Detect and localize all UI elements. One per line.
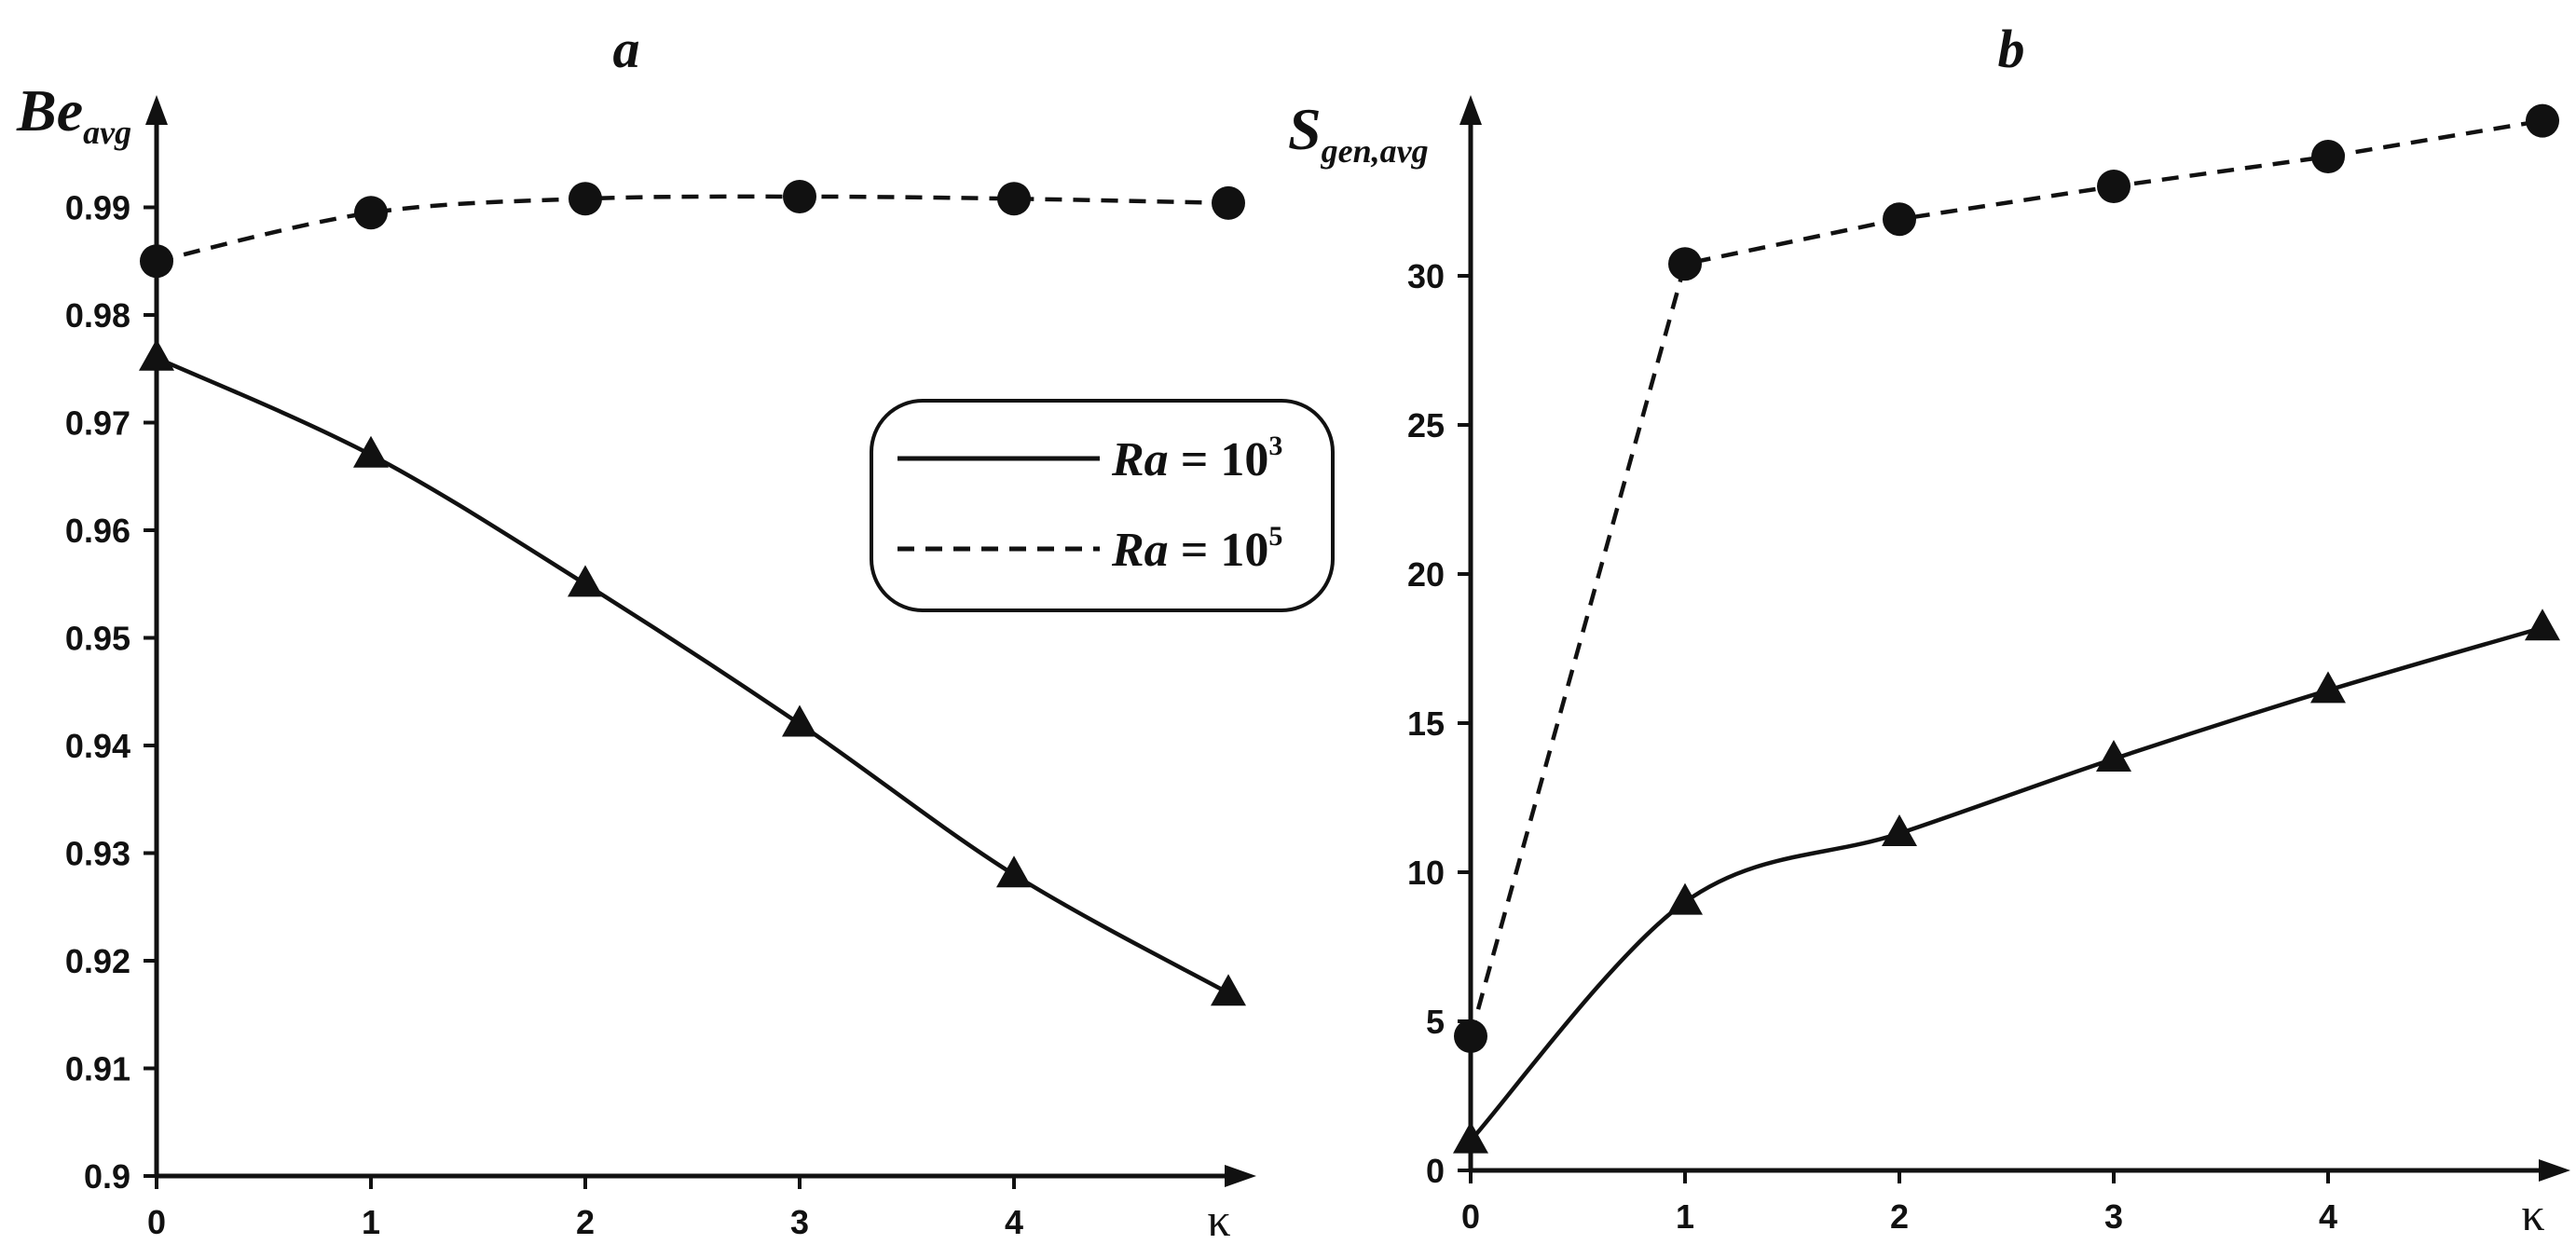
series-line-solid: [1469, 625, 2543, 1142]
data-point-triangle: [1667, 882, 1703, 915]
series-line-dashed: [1468, 118, 2543, 1037]
x-tick-label: 1: [362, 1203, 380, 1241]
data-point-triangle: [2525, 608, 2560, 641]
y-tick-label: 15: [1407, 704, 1445, 743]
y-tick-label: 0.98: [65, 296, 130, 335]
data-point-triangle: [996, 855, 1032, 888]
x-tick-label: 0: [147, 1203, 166, 1241]
legend-label-eq: = 10: [1169, 433, 1269, 486]
y-axis-label-sub: avg: [83, 114, 131, 151]
legend-label: Ra = 105: [1111, 521, 1282, 577]
x-axis-arrow: [1225, 1165, 1256, 1187]
y-tick-label: 0.91: [65, 1050, 130, 1088]
legend-label-prefix: Ra: [1111, 524, 1169, 577]
data-point-circle: [1668, 247, 1702, 281]
x-tick-label: 2: [576, 1203, 595, 1241]
y-tick-label: 0: [1426, 1152, 1445, 1190]
data-point-circle: [354, 196, 388, 230]
series-line-solid: [156, 356, 1230, 995]
data-point-triangle: [782, 704, 817, 737]
data-point-circle: [2097, 170, 2131, 203]
x-tick-label: 4: [1005, 1203, 1023, 1241]
data-point-circle: [140, 244, 173, 279]
data-point-circle: [1212, 185, 1245, 220]
y-axis-label: Sgen,avg: [1288, 96, 1429, 170]
y-tick-label: 0.97: [65, 404, 130, 443]
y-axis-label: Beavg: [16, 77, 131, 151]
legend-box: [870, 399, 1335, 612]
legend-label-eq: = 10: [1169, 524, 1269, 577]
data-point-triangle: [1211, 974, 1246, 1006]
data-point-circle: [1883, 202, 1916, 237]
data-point-triangle: [2310, 671, 2346, 704]
y-axis-label-main: Be: [16, 77, 83, 144]
data-point-triangle: [139, 338, 174, 371]
data-point-circle: [2526, 103, 2559, 138]
data-point-triangle: [568, 565, 603, 597]
y-axis-arrow: [1459, 95, 1482, 125]
x-axis-arrow: [2539, 1159, 2570, 1182]
data-point-triangle: [2096, 740, 2131, 772]
x-tick-label: 3: [790, 1203, 809, 1241]
y-axis-label-main: S: [1288, 96, 1322, 162]
x-axis-label: κ: [1207, 1194, 1230, 1246]
legend-label: Ra = 103: [1111, 431, 1282, 486]
x-tick-label: 4: [2319, 1197, 2337, 1236]
x-tick-label: 2: [1890, 1197, 1909, 1236]
data-point-triangle: [1453, 1121, 1488, 1154]
x-tick-label: 3: [2104, 1197, 2123, 1236]
y-tick-label: 0.9: [84, 1157, 130, 1196]
chart-b: b Sgen,avg 0 5 10 15 20 25 30 0 1 2 3 4 κ: [1288, 19, 2570, 1240]
y-tick-label: 0.96: [65, 512, 130, 550]
chart-title: b: [1998, 19, 2025, 79]
y-axis-label-sub: gen,avg: [1321, 132, 1429, 170]
y-tick-label: 0.99: [65, 189, 130, 227]
legend-label-sup: 3: [1268, 431, 1282, 461]
data-point-triangle: [353, 435, 389, 468]
x-axis-label: κ: [2521, 1188, 2544, 1240]
y-axis-arrow: [145, 95, 168, 125]
y-tick-label: 0.95: [65, 620, 130, 658]
x-tick-label: 1: [1676, 1197, 1694, 1236]
data-point-triangle: [1882, 814, 1917, 846]
legend-label-prefix: Ra: [1111, 433, 1169, 486]
series-line-dashed: [156, 194, 1229, 264]
y-tick-label: 0.93: [65, 835, 130, 873]
y-tick-label: 5: [1426, 1003, 1445, 1041]
y-tick-label: 20: [1407, 555, 1445, 594]
data-point-circle: [569, 182, 602, 216]
data-point-circle: [783, 179, 816, 213]
y-tick-label: 0.94: [65, 727, 130, 765]
y-tick-label: 10: [1407, 854, 1445, 892]
x-tick-label: 0: [1461, 1197, 1480, 1236]
data-point-circle: [2311, 140, 2345, 173]
chart-title: a: [613, 19, 640, 79]
y-tick-label: 25: [1407, 406, 1445, 444]
chart-a: a Beavg 0.9 0.91 0.92 0.93 0.94 0.95 0.96 0.97 0.9…: [16, 19, 1335, 1246]
legend-label-sup: 5: [1268, 521, 1282, 552]
data-point-circle: [1454, 1019, 1487, 1053]
y-tick-label: 0.92: [65, 942, 130, 980]
y-tick-label: 30: [1407, 257, 1445, 295]
data-point-circle: [997, 182, 1031, 216]
